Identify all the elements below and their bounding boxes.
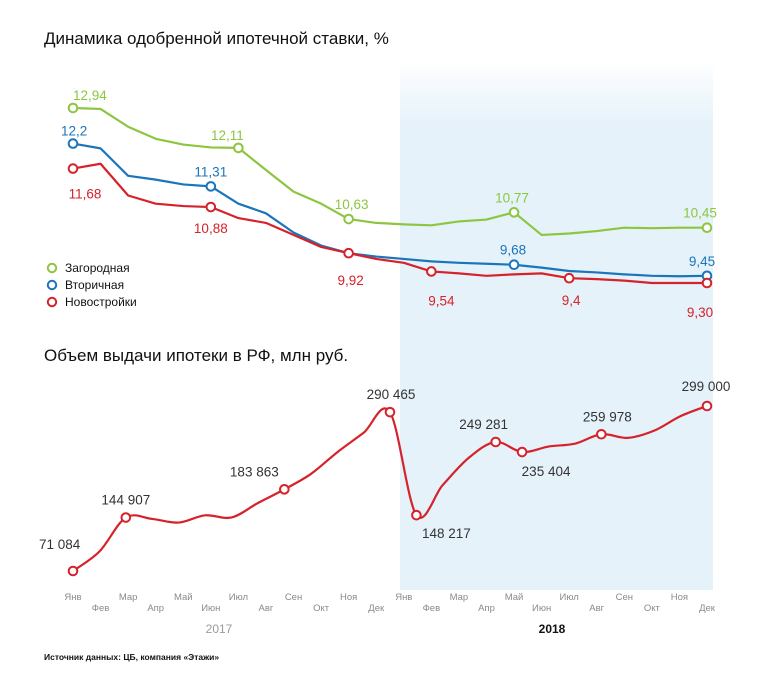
rate-marker-вторичная-16 — [508, 259, 520, 271]
rate-label-загородная-23: 10,45 — [683, 206, 717, 221]
month-tick-label: Июн — [201, 603, 220, 614]
month-tick-label: Мар — [119, 592, 138, 603]
rate-label-вторичная-0: 12,2 — [61, 124, 87, 139]
month-tick-label: Апр — [147, 603, 164, 614]
year-label-2017: 2017 — [206, 622, 233, 636]
rate-line-вторичная — [72, 142, 708, 278]
rate-label-вторичная-16: 9,68 — [500, 243, 526, 258]
month-tick-label: Июн — [532, 603, 551, 614]
legend-marker-vtorichnaya — [46, 279, 58, 291]
month-tick-label: Май — [505, 592, 524, 603]
legend-marker-novostroyki — [46, 296, 58, 308]
volume-label-24: 299 000 — [682, 379, 731, 394]
volume-label-12: 290 465 — [367, 387, 416, 402]
volume-marker-20 — [596, 428, 607, 440]
month-tick-label: Апр — [478, 603, 495, 614]
volume-label-0: 71 084 — [39, 537, 81, 552]
month-tick-label: Авг — [259, 603, 274, 614]
month-tick-label: Дек — [699, 603, 716, 614]
volume-label-13: 148 217 — [422, 526, 471, 541]
rate-label-загородная-0: 12,94 — [73, 88, 107, 103]
rate-marker-новостройки-10 — [343, 247, 354, 259]
month-tick-label: Янв — [64, 592, 81, 603]
volume-label-20: 259 978 — [583, 409, 632, 424]
rate-marker-загородная-10 — [343, 213, 354, 225]
rate-marker-новостройки-5 — [205, 201, 217, 213]
month-tick-label: Фев — [423, 603, 441, 614]
rate-marker-новостройки-0 — [67, 163, 79, 174]
volume-marker-0 — [67, 565, 79, 577]
x-axis: Янв Фев Мар Апр Май Июн Июл Авг Сен Окт Ноя Дек Янв Ф… — [64, 592, 715, 614]
legend-marker-zagorodnaya — [46, 262, 58, 274]
legend-label-novostroyki: Новостройки — [65, 295, 137, 309]
volume-marker-2 — [120, 512, 132, 523]
source-note: Источник данных: ЦБ, компания «Этажи» — [44, 652, 219, 662]
rate-label-загородная-6: 12,11 — [211, 128, 244, 143]
month-tick-label: Авг — [589, 603, 604, 614]
volume-chart: 71 084 144 907 183 863 290 465 148 217 249 28… — [39, 379, 731, 577]
month-tick-label: Окт — [313, 603, 330, 614]
month-tick-label: Июл — [229, 592, 248, 603]
rate-line-загородная — [72, 106, 707, 237]
rate-label-новостройки-18: 9,4 — [562, 293, 581, 308]
rate-marker-новостройки-23 — [701, 277, 713, 289]
rate-label-новостройки-0: 11,68 — [69, 187, 102, 202]
month-tick-label: Ноя — [340, 592, 357, 603]
month-tick-label: Май — [174, 592, 193, 603]
volume-chart-title: Объем выдачи ипотеки в РФ, млн руб. — [44, 346, 348, 365]
month-tick-label: Июл — [560, 592, 579, 603]
rate-label-новостройки-5: 10,88 — [194, 221, 228, 236]
month-tick-label: Сен — [616, 592, 633, 603]
month-tick-label: Фев — [92, 603, 110, 614]
year-2018-shade — [400, 60, 713, 590]
year-label-2018: 2018 — [539, 622, 566, 636]
rate-line-новостройки — [72, 162, 707, 285]
month-tick-label: Мар — [450, 592, 469, 603]
rate-label-новостройки-10: 9,92 — [338, 273, 364, 288]
legend: Загородная Вторичная Новостройки — [46, 261, 137, 309]
rate-marker-загородная-23 — [701, 222, 713, 234]
volume-marker-16 — [490, 436, 501, 448]
volume-marker-12 — [384, 406, 396, 418]
rate-marker-новостройки-18 — [563, 272, 575, 284]
volume-marker-24 — [701, 400, 713, 412]
rate-marker-вторичная-0 — [67, 138, 79, 149]
month-tick-label: Сен — [285, 592, 302, 603]
rate-label-загородная-16: 10,77 — [495, 190, 529, 205]
rate-label-вторичная-23: 9,45 — [689, 254, 715, 269]
volume-label-8: 183 863 — [230, 464, 279, 479]
volume-marker-8 — [279, 484, 290, 495]
month-tick-label: Окт — [644, 603, 661, 614]
rate-marker-загородная-0 — [67, 102, 79, 114]
volume-marker-13 — [411, 509, 422, 521]
volume-label-2: 144 907 — [101, 493, 150, 508]
volume-label-16: 249 281 — [459, 417, 508, 432]
legend-label-zagorodnaya: Загородная — [65, 261, 130, 275]
rate-label-новостройки-13: 9,54 — [428, 293, 455, 308]
rate-marker-новостройки-13 — [426, 266, 437, 277]
rate-marker-вторичная-5 — [205, 181, 217, 192]
rate-label-новостройки-23: 9,30 — [687, 305, 713, 320]
volume-marker-17 — [516, 446, 528, 458]
rate-chart: 12,94 12,11 10,63 10,77 10,45 12,2 11,31 9,68 9,… — [61, 88, 717, 320]
rate-label-вторичная-5: 11,31 — [194, 164, 227, 179]
rate-label-загородная-10: 10,63 — [335, 197, 369, 212]
rate-chart-title: Динамика одобренной ипотечной ставки, % — [44, 29, 389, 48]
volume-label-17: 235 404 — [522, 464, 571, 479]
month-tick-label: Янв — [395, 592, 412, 603]
rate-marker-загородная-6 — [233, 142, 244, 154]
rate-marker-загородная-16 — [508, 207, 520, 218]
legend-label-vtorichnaya: Вторичная — [65, 278, 124, 292]
month-tick-label: Дек — [368, 603, 385, 614]
month-tick-label: Ноя — [671, 592, 688, 603]
